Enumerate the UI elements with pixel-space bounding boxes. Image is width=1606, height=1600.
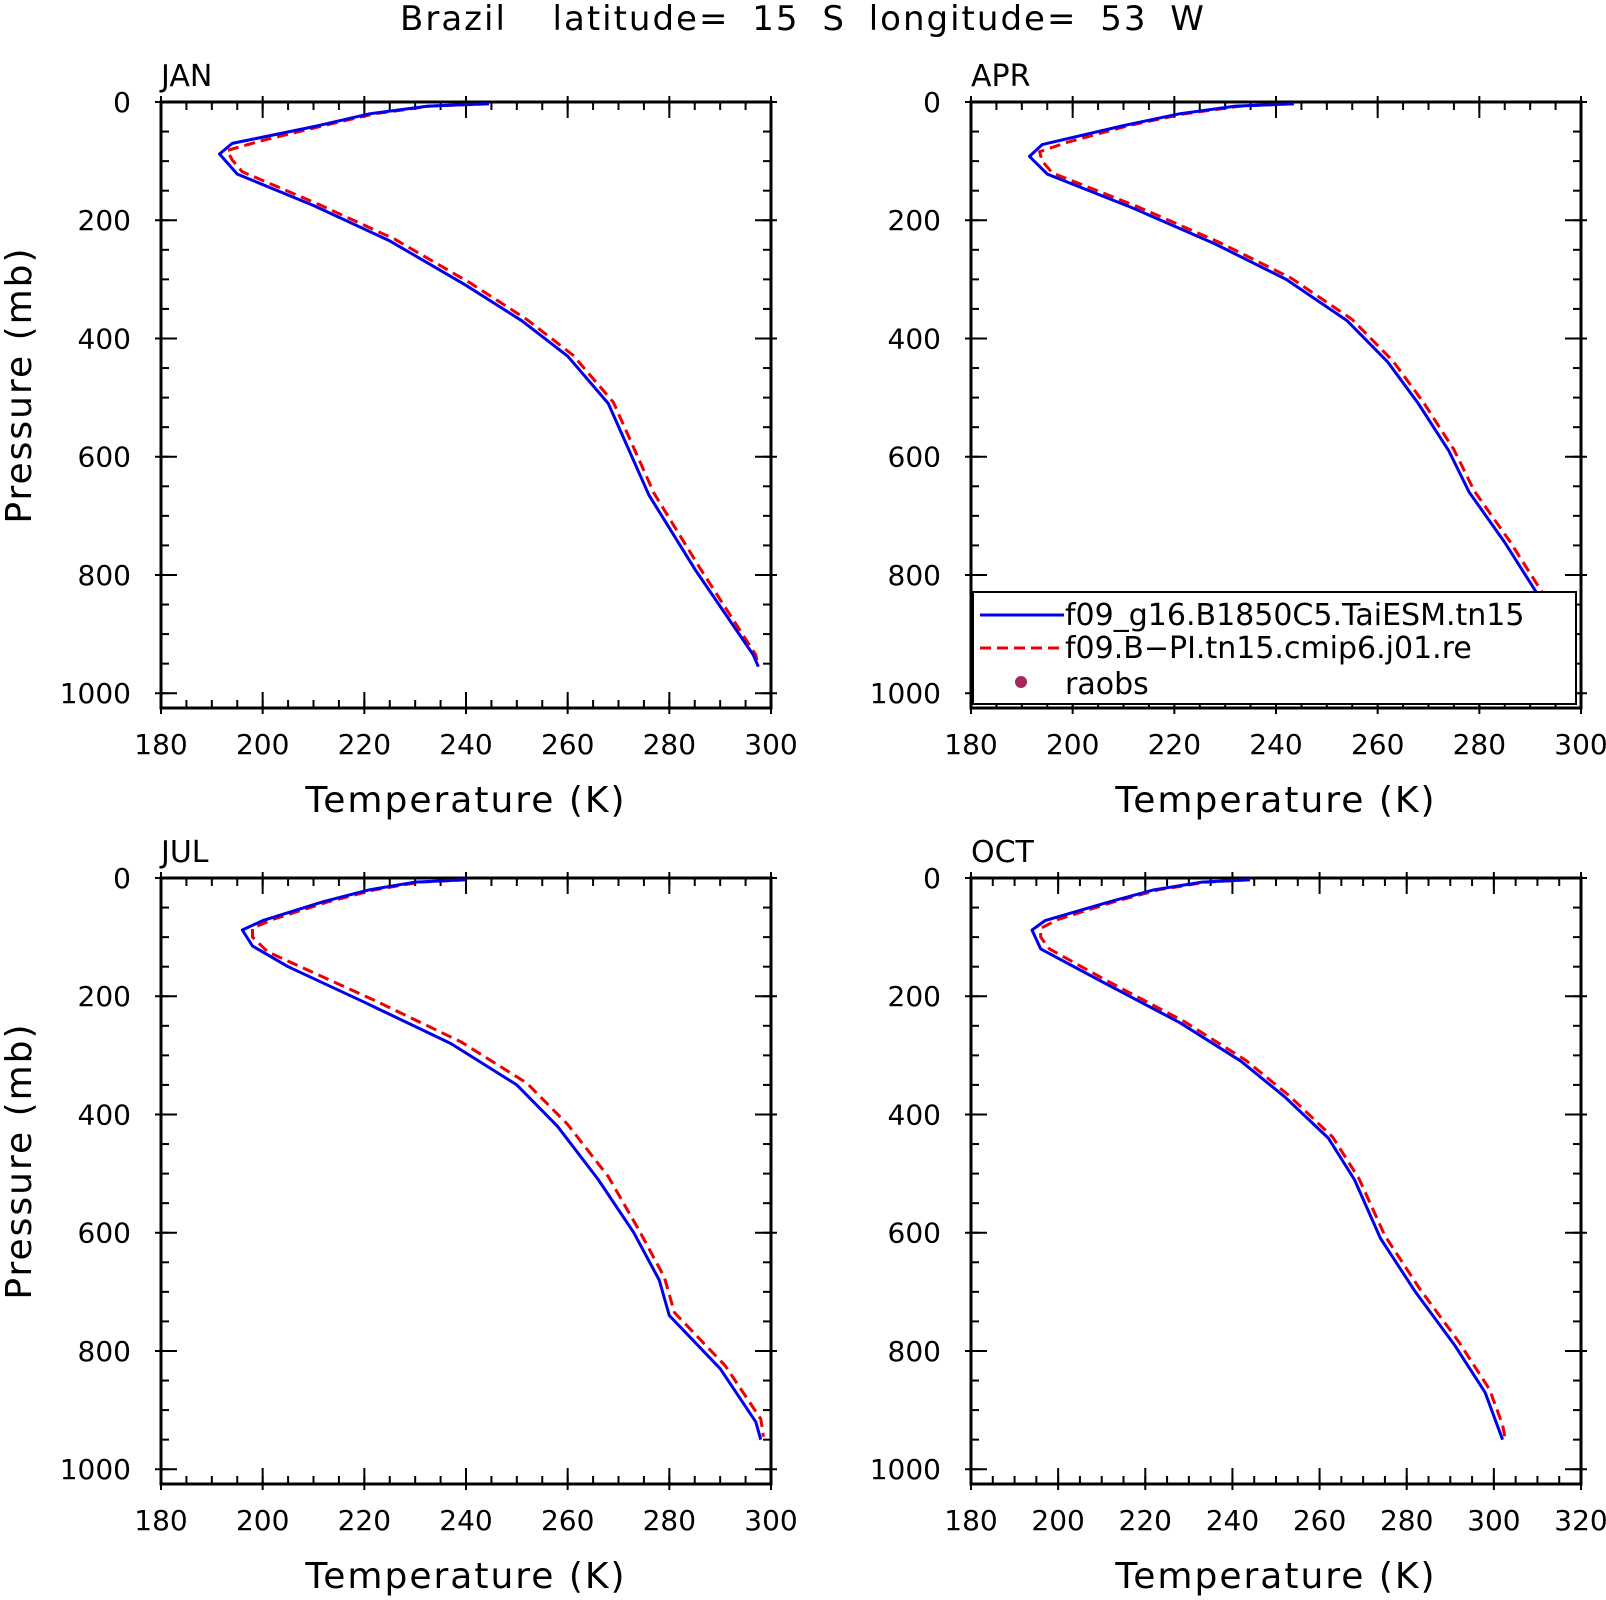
- series-line-taiesm: [218, 102, 760, 668]
- y-tick-label: 1000: [60, 1453, 131, 1486]
- y-tick-label: 200: [888, 204, 941, 237]
- x-tick-label: 220: [1148, 728, 1201, 761]
- x-tick-label: 320: [1554, 1504, 1606, 1537]
- series-line-cmip6: [1038, 102, 1578, 667]
- plot-frame: [159, 876, 773, 1486]
- y-tick-label: 0: [113, 862, 131, 895]
- x-tick-label: 240: [439, 728, 492, 761]
- legend-label-taiesm: f09_g16.B1850C5.TaiESM.tn15: [1065, 598, 1524, 633]
- x-tick-label: 220: [338, 728, 391, 761]
- x-axis-label: Temperature (K): [304, 780, 626, 821]
- x-tick-label: 220: [338, 1504, 391, 1537]
- legend-label-raobs: raobs: [1065, 667, 1149, 702]
- x-tick-label: 180: [944, 728, 997, 761]
- y-tick-label: 600: [888, 441, 941, 474]
- x-tick-label: 200: [1046, 728, 1099, 761]
- x-tick-label: 300: [1467, 1504, 1520, 1537]
- y-tick-label: 1000: [870, 677, 941, 710]
- x-tick-label: 300: [744, 1504, 797, 1537]
- y-tick-label: 400: [78, 322, 131, 355]
- legend-box: [972, 591, 1577, 705]
- x-tick-label: 280: [1453, 728, 1506, 761]
- series-line-taiesm: [240, 878, 763, 1441]
- y-tick-label: 800: [888, 559, 941, 592]
- series-line-cmip6: [1039, 878, 1507, 1437]
- y-tick-label: 200: [888, 980, 941, 1013]
- y-axis-label: Pressure (mb): [0, 1022, 40, 1299]
- figure-title: Brazil latitude= 15 S longitude= 53 W: [400, 0, 1206, 39]
- x-tick-label: 240: [1206, 1504, 1259, 1537]
- x-tick-label: 180: [134, 728, 187, 761]
- legend-label-cmip6: f09.B−PI.tn15.cmip6.j01.re: [1065, 631, 1472, 666]
- x-tick-label: 220: [1119, 1504, 1172, 1537]
- x-tick-label: 180: [944, 1504, 997, 1537]
- panel-oct: 180 200 220 240 260 280 300 320 0 200 400 600 800 100…: [870, 835, 1606, 1597]
- panel-jul: 180 200 220 240 260 280 300 0 200 400 600 800 1000 JU…: [0, 835, 798, 1597]
- plot-frame: [969, 876, 1583, 1486]
- x-tick-label: 260: [541, 728, 594, 761]
- legend: f09_g16.B1850C5.TaiESM.tn15 f09.B−PI.tn1…: [972, 591, 1577, 709]
- x-axis-label: Temperature (K): [304, 1556, 626, 1597]
- x-axis-label: Temperature (K): [1114, 1556, 1436, 1597]
- y-tick-label: 0: [923, 862, 941, 895]
- y-tick-label: 600: [78, 441, 131, 474]
- x-tick-label: 240: [439, 1504, 492, 1537]
- y-tick-label: 0: [113, 86, 131, 119]
- y-tick-label: 800: [78, 1335, 131, 1368]
- panel-label: JAN: [159, 59, 212, 94]
- panel-apr: 180 200 220 240 260 280 300 0 200 400 600 800 1000 AP…: [870, 59, 1606, 821]
- x-tick-label: 200: [236, 728, 289, 761]
- y-tick-label: 1000: [60, 677, 131, 710]
- y-tick-label: 200: [78, 204, 131, 237]
- y-tick-label: 1000: [870, 1453, 941, 1486]
- y-tick-label: 600: [888, 1217, 941, 1250]
- panel-label: OCT: [971, 835, 1035, 870]
- series-line-cmip6: [251, 878, 765, 1437]
- series-line-taiesm: [1030, 878, 1505, 1441]
- y-tick-label: 400: [78, 1098, 131, 1131]
- y-tick-label: 0: [923, 86, 941, 119]
- x-tick-label: 200: [236, 1504, 289, 1537]
- x-tick-label: 240: [1249, 728, 1302, 761]
- x-tick-label: 300: [1554, 728, 1606, 761]
- panel-label: APR: [971, 59, 1030, 94]
- x-tick-label: 260: [541, 1504, 594, 1537]
- y-tick-label: 200: [78, 980, 131, 1013]
- series-line-taiesm: [1028, 102, 1578, 665]
- plot-frame: [159, 100, 773, 710]
- legend-marker-raobs: [1015, 676, 1027, 688]
- x-tick-label: 300: [744, 728, 797, 761]
- x-tick-label: 280: [643, 728, 696, 761]
- y-axis-label: Pressure (mb): [0, 246, 40, 523]
- y-tick-label: 400: [888, 1098, 941, 1131]
- y-tick-label: 800: [78, 559, 131, 592]
- x-tick-label: 260: [1293, 1504, 1346, 1537]
- x-tick-label: 200: [1031, 1504, 1084, 1537]
- panel-label: JUL: [159, 835, 209, 870]
- x-tick-label: 260: [1351, 728, 1404, 761]
- x-tick-label: 180: [134, 1504, 187, 1537]
- y-tick-label: 400: [888, 322, 941, 355]
- y-tick-label: 600: [78, 1217, 131, 1250]
- y-tick-label: 800: [888, 1335, 941, 1368]
- panel-jan: 180 200 220 240 260 280 300 0 200 400 600 800 1000 JA…: [0, 59, 798, 821]
- x-tick-label: 280: [643, 1504, 696, 1537]
- series-line-cmip6: [225, 102, 760, 667]
- x-axis-label: Temperature (K): [1114, 780, 1436, 821]
- x-tick-label: 280: [1380, 1504, 1433, 1537]
